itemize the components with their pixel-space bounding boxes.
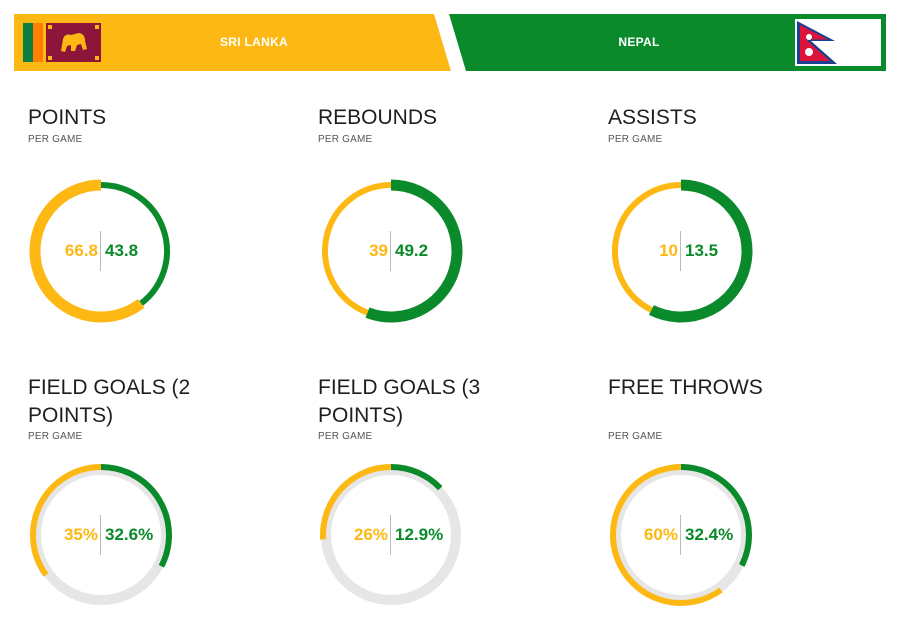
divider xyxy=(680,515,681,555)
right-value: 49.2 xyxy=(395,241,429,260)
team-right-name: NEPAL xyxy=(618,35,660,49)
right-value: 13.5 xyxy=(685,241,719,260)
stat-subtitle: PER GAME xyxy=(608,134,663,145)
stat-free-throws: FREE THROWS PER GAME 60% 32.4% xyxy=(608,374,868,634)
left-value: 10 xyxy=(659,241,678,260)
stat-title: POINTS xyxy=(28,106,107,129)
stat-subtitle: PER GAME xyxy=(318,134,373,145)
donut-arc-left xyxy=(610,464,723,606)
team-right-banner: NEPAL xyxy=(449,14,886,71)
donut-arc-left xyxy=(30,464,102,577)
donut-track xyxy=(321,465,461,605)
stat-title: FREE THROWS xyxy=(608,376,763,399)
right-value: 43.8 xyxy=(105,241,139,260)
team-left-banner: SRI LANKA xyxy=(14,14,451,71)
donut-arc-right xyxy=(390,464,443,491)
stat-subtitle: PER GAME xyxy=(28,134,83,145)
team-left-name: SRI LANKA xyxy=(219,35,289,49)
team-header: SRI LANKA NEPAL xyxy=(14,14,886,71)
donut-chart: 26% 12.9% xyxy=(318,462,464,608)
donut-arc-right xyxy=(100,182,170,306)
divider xyxy=(100,231,101,271)
divider xyxy=(390,231,391,271)
donut-chart: 10 13.5 xyxy=(608,178,754,324)
donut-arc-right xyxy=(648,179,753,323)
stat-subtitle: PER GAME xyxy=(28,431,83,442)
stat-subtitle: PER GAME xyxy=(318,431,373,442)
stat-title: REBOUNDS xyxy=(318,106,438,129)
donut-arc-left xyxy=(612,182,682,313)
left-value: 39 xyxy=(369,241,388,260)
stat-points: POINTS PER GAME 66.8 43.8 xyxy=(28,104,288,364)
right-value: 12.9% xyxy=(395,525,444,544)
left-value: 35% xyxy=(63,525,98,544)
donut-chart: 60% 32.4% xyxy=(608,462,754,608)
stat-title: FIELD GOALS (2 POINTS) xyxy=(28,376,191,427)
stat-subtitle: PER GAME xyxy=(608,431,663,442)
donut-arc-left xyxy=(320,464,392,540)
divider xyxy=(100,515,101,555)
left-value: 26% xyxy=(353,525,388,544)
divider xyxy=(390,515,391,555)
stat-field-goals-2pt: FIELD GOALS (2 POINTS) PER GAME 35% 32.6… xyxy=(28,374,288,634)
divider xyxy=(680,231,681,271)
stat-field-goals-3pt: FIELD GOALS (3 POINTS) PER GAME 26% 12.9… xyxy=(318,374,578,634)
donut-chart: 39 49.2 xyxy=(318,178,464,324)
stat-title: FIELD GOALS (3 POINTS) xyxy=(318,376,481,427)
stat-rebounds: REBOUNDS PER GAME 39 49.2 xyxy=(318,104,578,364)
left-value: 60% xyxy=(643,525,678,544)
donut-arc-right xyxy=(100,464,172,568)
stat-assists: ASSISTS PER GAME 10 13.5 xyxy=(608,104,868,364)
donut-chart: 35% 32.6% xyxy=(28,462,174,608)
donut-arc-left xyxy=(322,182,392,316)
right-value: 32.4% xyxy=(685,525,734,544)
sri-lanka-flag-icon xyxy=(19,19,105,66)
stat-title: ASSISTS xyxy=(608,106,697,129)
donut-arc-right xyxy=(680,464,752,567)
donut-arc-left xyxy=(29,179,145,323)
donut-chart: 66.8 43.8 xyxy=(28,178,174,324)
nepal-flag-icon xyxy=(795,19,881,66)
right-value: 32.6% xyxy=(105,525,154,544)
left-value: 66.8 xyxy=(64,241,98,260)
donut-arc-right xyxy=(365,179,463,323)
